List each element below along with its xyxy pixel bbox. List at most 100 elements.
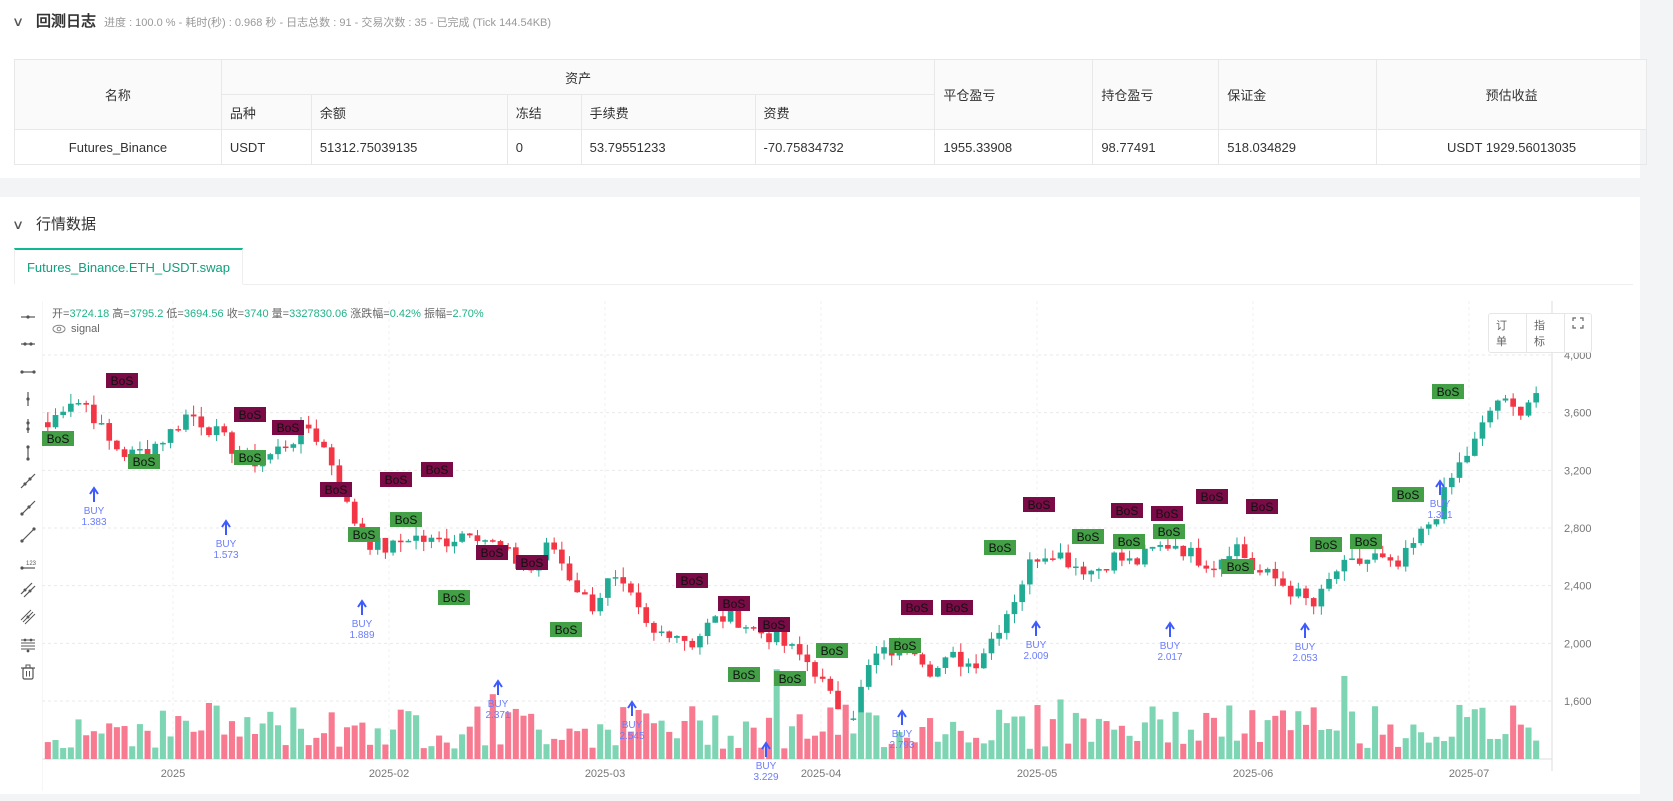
- svg-text:2025-03: 2025-03: [585, 768, 625, 780]
- svg-text:BUY: BUY: [352, 619, 373, 630]
- bos-bearish-label: BoS: [1111, 503, 1143, 518]
- bos-bearish-label: BoS: [941, 600, 973, 615]
- svg-text:BoS: BoS: [1028, 498, 1051, 512]
- tab-eth-usdt-swap[interactable]: Futures_Binance.ETH_USDT.swap: [14, 248, 243, 284]
- market-header[interactable]: ∨ 行情数据: [11, 213, 96, 234]
- chevron-down-icon[interactable]: ∨: [11, 217, 25, 232]
- svg-text:BoS: BoS: [1355, 535, 1378, 549]
- chevron-down-icon[interactable]: ∨: [11, 14, 25, 29]
- bos-bullish-label: BoS: [889, 638, 921, 653]
- col-position-pnl: 持仓盈亏: [1092, 59, 1220, 130]
- bos-bearish-label: BoS: [901, 600, 933, 615]
- vertical-ray-icon[interactable]: [16, 387, 40, 411]
- parallel-channel-icon[interactable]: [16, 578, 40, 602]
- cell-funding: -70.75834732: [754, 129, 936, 165]
- eye-icon[interactable]: [52, 324, 66, 334]
- svg-text:BoS: BoS: [1077, 530, 1100, 544]
- market-data-panel: ∨ 行情数据 Futures_Binance.ETH_USDT.swap 123…: [0, 197, 1640, 794]
- svg-text:BoS: BoS: [443, 591, 466, 605]
- svg-text:BoS: BoS: [763, 618, 786, 632]
- y-tick-label: 2,000.00: [1564, 638, 1592, 650]
- col-est-profit: 预估收益: [1376, 59, 1647, 130]
- svg-text:BoS: BoS: [1118, 535, 1141, 549]
- svg-text:BUY: BUY: [84, 506, 105, 517]
- bos-bearish-label: BoS: [272, 420, 304, 435]
- col-symbol: 品种: [220, 94, 312, 130]
- svg-text:BoS: BoS: [133, 455, 156, 469]
- svg-text:BoS: BoS: [821, 644, 844, 658]
- svg-text:BoS: BoS: [1158, 525, 1181, 539]
- price-line-icon[interactable]: 123: [16, 551, 40, 575]
- trash-icon[interactable]: [16, 660, 40, 684]
- svg-text:BoS: BoS: [723, 597, 746, 611]
- svg-text:BoS: BoS: [733, 668, 756, 682]
- bos-bullish-label: BoS: [728, 667, 760, 682]
- svg-text:BUY: BUY: [892, 729, 913, 740]
- trend-line-icon[interactable]: [16, 523, 40, 547]
- bos-bearish-label: BoS: [320, 482, 352, 497]
- indicators-button[interactable]: 指标: [1527, 314, 1565, 352]
- svg-text:BoS: BoS: [989, 541, 1012, 555]
- col-name: 名称: [14, 59, 222, 130]
- svg-text:BoS: BoS: [385, 473, 408, 487]
- bos-bearish-label: BoS: [476, 545, 508, 560]
- svg-text:2025-05: 2025-05: [1017, 768, 1057, 780]
- cell-position-pnl: 98.77491: [1092, 129, 1220, 165]
- svg-text:2.371: 2.371: [485, 710, 510, 721]
- svg-text:BoS: BoS: [47, 432, 70, 446]
- segment-icon[interactable]: [16, 496, 40, 520]
- col-assets-group: 资产: [220, 59, 936, 95]
- multi-line-icon[interactable]: [16, 605, 40, 629]
- svg-text:BoS: BoS: [946, 601, 969, 615]
- fullscreen-button[interactable]: [1565, 314, 1591, 352]
- svg-text:2025-04: 2025-04: [801, 768, 841, 780]
- log-header[interactable]: ∨ 回测日志 进度 : 100.0 % - 耗时(秒) : 0.968 秒 - …: [11, 10, 551, 31]
- ray-icon[interactable]: [16, 469, 40, 493]
- cell-name: Futures_Binance: [14, 129, 222, 165]
- bos-bearish-label: BoS: [718, 596, 750, 611]
- svg-text:BoS: BoS: [1227, 560, 1250, 574]
- svg-text:2025-07: 2025-07: [1449, 768, 1489, 780]
- svg-text:2.545: 2.545: [619, 731, 644, 742]
- svg-text:BoS: BoS: [239, 408, 262, 422]
- horizontal-ray-icon[interactable]: [16, 305, 40, 329]
- svg-text:BUY: BUY: [1160, 641, 1181, 652]
- svg-text:1.573: 1.573: [213, 550, 238, 561]
- candlestick-chart[interactable]: 4,000.00 3,600.00 3,200.00 2,800.00 2,400.00…: [42, 301, 1592, 791]
- col-margin: 保证金: [1218, 59, 1378, 130]
- cell-margin: 518.034829: [1218, 129, 1378, 165]
- backtest-log-panel: ∨ 回测日志 进度 : 100.0 % - 耗时(秒) : 0.968 秒 - …: [0, 0, 1647, 178]
- svg-text:BoS: BoS: [1437, 385, 1460, 399]
- bos-bullish-label: BoS: [984, 540, 1016, 555]
- bos-bearish-label: BoS: [676, 573, 708, 588]
- bos-bullish-label: BoS: [774, 671, 806, 686]
- svg-text:BoS: BoS: [395, 513, 418, 527]
- svg-text:BUY: BUY: [1295, 642, 1316, 653]
- svg-text:1.391: 1.391: [1427, 510, 1452, 521]
- svg-text:2025-06: 2025-06: [1233, 768, 1273, 780]
- svg-text:BUY: BUY: [216, 539, 237, 550]
- svg-text:BoS: BoS: [1315, 538, 1338, 552]
- fib-lines-icon[interactable]: [16, 633, 40, 657]
- y-tick-label: 3,200.00: [1564, 465, 1592, 477]
- svg-text:123: 123: [26, 561, 36, 567]
- cell-balance: 51312.75039135: [310, 129, 508, 165]
- bos-bearish-label: BoS: [380, 472, 412, 487]
- svg-text:BoS: BoS: [1201, 490, 1224, 504]
- bos-bearish-label: BoS: [1246, 499, 1278, 514]
- log-title: 回测日志: [36, 13, 97, 30]
- vertical-segment-icon[interactable]: [16, 414, 40, 438]
- bos-bullish-label: BoS: [42, 431, 74, 446]
- svg-text:BUY: BUY: [756, 761, 777, 772]
- bos-bullish-label: BoS: [390, 512, 422, 527]
- assets-table: 名称 资产 平仓盈亏 持仓盈亏 保证金 预估收益 品种 余额 冻结 手续费 资费…: [14, 59, 1647, 165]
- chart-canvas[interactable]: 4,000.00 3,600.00 3,200.00 2,800.00 2,400.00…: [42, 301, 1592, 791]
- cell-frozen: 0: [506, 129, 582, 165]
- horizontal-segment-icon[interactable]: [16, 360, 40, 384]
- svg-text:BoS: BoS: [906, 601, 929, 615]
- orders-button[interactable]: 订单: [1489, 314, 1527, 352]
- horizontal-line-icon[interactable]: [16, 332, 40, 356]
- signal-indicator[interactable]: signal: [52, 323, 100, 335]
- svg-text:BUY: BUY: [1430, 499, 1451, 510]
- vertical-line-icon[interactable]: [16, 441, 40, 465]
